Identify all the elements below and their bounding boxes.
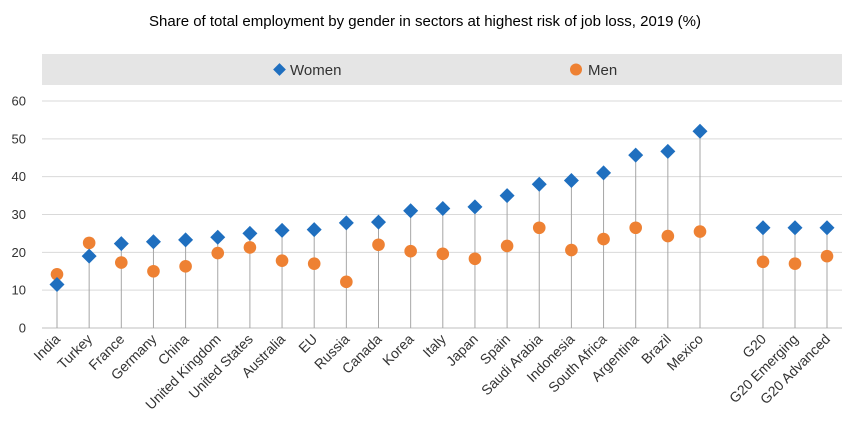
point-women-17 [596,165,612,181]
point-men-22 [788,257,802,270]
y-tick-label: 40 [12,169,26,184]
point-men-15 [532,221,546,235]
y-tick-label: 60 [12,94,26,109]
x-tick-label: Mexico [663,331,706,374]
point-women-5 [210,229,226,245]
x-tick-label: Korea [379,331,417,369]
point-men-1 [82,236,96,250]
point-men-18 [629,221,642,235]
y-tick-label: 10 [12,283,26,298]
point-men-13 [468,252,482,266]
point-women-14 [499,188,515,204]
point-men-0 [50,267,64,281]
stems [56,131,828,328]
point-men-6 [243,241,257,254]
point-women-6 [242,225,258,241]
point-men-23 [820,249,834,263]
point-women-9 [338,215,354,231]
y-tick-label: 50 [12,131,26,146]
point-women-10 [371,214,386,230]
point-women-23 [819,220,835,236]
legend-women-marker [273,63,286,76]
point-men-14 [500,239,514,253]
chart-title: Share of total employment by gender in s… [149,13,701,30]
point-men-4 [179,260,192,273]
point-women-21 [755,220,771,236]
gridlines [42,100,842,329]
y-tick-label: 20 [12,245,26,260]
legend-men-label: Men [588,62,617,79]
point-men-10 [372,238,385,252]
point-men-11 [404,244,417,258]
point-women-15 [531,176,547,192]
data-marks [49,123,835,292]
x-tick-label: Japan [443,331,481,369]
legend-men-marker [570,63,582,76]
point-men-21 [756,255,770,269]
y-axis: 0 10 20 30 40 50 60 [12,94,26,336]
point-women-16 [563,172,579,188]
point-men-9 [340,275,353,289]
point-women-7 [274,222,290,238]
point-women-18 [628,147,644,163]
point-men-2 [115,256,128,269]
x-tick-label: EU [295,331,320,356]
point-men-7 [275,254,289,267]
point-women-4 [178,232,194,248]
point-women-19 [660,143,676,159]
point-men-16 [565,243,578,257]
point-men-5 [211,246,225,260]
point-women-2 [113,236,129,252]
legend-item-men: Men [570,62,617,79]
point-men-20 [693,225,707,238]
point-women-11 [403,203,419,219]
point-women-22 [787,220,803,236]
legend-women-label: Women [290,62,341,79]
point-men-8 [307,257,321,270]
point-men-3 [147,264,160,278]
point-women-13 [467,199,483,215]
y-tick-label: 0 [19,321,26,336]
point-women-12 [435,200,451,216]
point-women-1 [81,248,97,264]
point-men-19 [661,229,675,243]
point-women-0 [49,276,65,292]
legend-item-women: Women [273,62,341,79]
point-women-3 [145,234,161,250]
point-men-17 [597,232,610,246]
y-tick-label: 30 [12,207,26,222]
legend-box [42,54,842,85]
point-women-8 [306,222,322,238]
point-men-12 [436,247,450,261]
point-women-20 [692,123,708,139]
